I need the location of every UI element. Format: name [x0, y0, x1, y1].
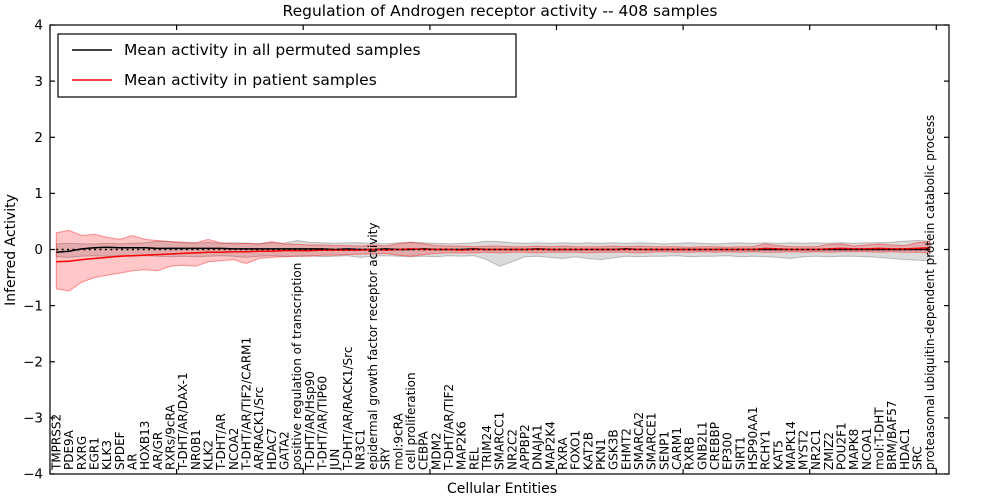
- x-category-label: AR/RACK1/Src: [252, 387, 266, 470]
- x-category-label: AR/GR: [151, 432, 165, 470]
- x-category-label: AR: [126, 453, 140, 470]
- x-category-label: mol:9cRA: [391, 413, 405, 470]
- y-tick-label: −2: [23, 354, 43, 370]
- x-category-label: KLK2: [202, 440, 216, 470]
- x-category-label: GSK3B: [607, 429, 621, 470]
- x-category-label: RXRs/9cRA: [164, 404, 178, 470]
- x-category-label: T-DHT/AR/Hsp90: [303, 371, 317, 471]
- x-category-label: proteasomal ubiquitin-dependent protein …: [923, 115, 937, 470]
- x-category-label: T-DHT/AR: [214, 413, 228, 471]
- x-category-label: MAPK8: [847, 429, 861, 470]
- x-category-label: NR2C1: [809, 429, 823, 470]
- patient-mean-line: [56, 247, 931, 263]
- x-category-label: GNB2L1: [695, 422, 709, 470]
- x-category-label: RXRB: [683, 437, 697, 470]
- x-category-label: MYST2: [797, 430, 811, 470]
- x-category-label: HSP90AA1: [746, 406, 760, 470]
- x-category-label: DNAJA1: [531, 424, 545, 470]
- x-category-label: HDAC7: [265, 428, 279, 470]
- x-category-label: SRY: [379, 447, 393, 470]
- x-category-label: BRM/BAF57: [885, 400, 899, 470]
- y-tick-label: 1: [34, 186, 43, 202]
- x-category-label: PDE9A: [62, 429, 76, 470]
- x-category-label: SMARCC1: [493, 412, 507, 470]
- x-category-label: KLK3: [100, 440, 114, 470]
- x-category-label: T-DHT/AR/DAX-1: [176, 372, 190, 471]
- x-category-label: NR3C1: [353, 429, 367, 470]
- legend-label-permuted: Mean activity in all permuted samples: [124, 41, 421, 59]
- x-category-label: RXRA: [556, 437, 570, 470]
- x-category-label: T-DHT/AR/TIF2/CARM1: [240, 337, 254, 471]
- x-category-label: KAT2B: [581, 432, 595, 470]
- x-category-label: GATA2: [277, 431, 291, 470]
- y-tick-label: −4: [23, 467, 43, 483]
- x-category-label: EGR1: [88, 437, 102, 470]
- x-category-label: CREBBP: [708, 422, 722, 470]
- x-category-label: T-DHT/AR/TIP60: [315, 376, 329, 471]
- x-category-label: TRIM24: [480, 425, 494, 471]
- x-category-label: MAPK14: [784, 421, 798, 470]
- legend-box: [57, 33, 517, 98]
- x-category-label: APPBP2: [518, 424, 532, 470]
- x-category-label: JUN: [328, 449, 342, 471]
- y-axis-label: Inferred Activity: [3, 194, 19, 306]
- y-tick-label: 2: [34, 130, 43, 146]
- x-category-label: SIRT1: [733, 436, 747, 470]
- y-tick-label: 0: [34, 242, 43, 258]
- x-category-label: T-DHT/AR/RACK1/Src: [341, 347, 355, 471]
- x-category-label: CEBPA: [417, 430, 431, 470]
- x-category-label: RXRG: [75, 436, 89, 470]
- x-category-label: SPDEF: [113, 431, 127, 470]
- x-category-label: TMPRSS2: [50, 414, 64, 471]
- x-category-label: SMARCE1: [645, 412, 659, 470]
- x-category-label: positive regulation of transcription: [290, 263, 304, 470]
- legend: Mean activity in all permuted samples Me…: [57, 33, 517, 98]
- x-category-label: HOXB13: [138, 421, 152, 470]
- y-tick-label: 3: [34, 74, 43, 90]
- x-category-label: EHMT2: [619, 428, 633, 470]
- x-category-label: FOXO1: [569, 430, 583, 470]
- patient-mean-polyline: [56, 247, 931, 263]
- x-category-label: PKN1: [594, 438, 608, 470]
- axis-ticks: [49, 24, 949, 475]
- x-category-label: NCOA1: [860, 428, 874, 470]
- x-category-label: cell proliferation: [404, 372, 418, 470]
- x-category-label: RCHY1: [759, 430, 773, 470]
- y-tick-label: −3: [23, 411, 43, 427]
- y-tick-label: 4: [34, 18, 43, 34]
- x-category-label: MDM2: [429, 432, 443, 470]
- x-category-label: POU2F1: [835, 422, 849, 470]
- x-category-label: HDAC1: [898, 428, 912, 470]
- x-category-label: NR0B1: [189, 429, 203, 470]
- y-tick-label: −1: [23, 298, 43, 314]
- x-axis-label: Cellular Entities: [447, 481, 557, 497]
- x-category-label: SRC: [911, 446, 925, 470]
- patient-band-series: [55, 229, 931, 292]
- x-category-label: MAP2K4: [543, 421, 557, 470]
- patient-confidence-band: [55, 229, 931, 292]
- x-category-label: T-DHT/AR/TIF2: [442, 384, 456, 471]
- x-category-label: SENP1: [657, 431, 671, 470]
- permuted-band-series: [55, 239, 931, 267]
- chart-title: Regulation of Androgen receptor activity…: [283, 2, 718, 20]
- x-category-label: REL: [467, 447, 481, 470]
- permuted-confidence-band: [55, 239, 931, 267]
- x-category-label: EP300: [721, 432, 735, 470]
- x-category-label: CARM1: [670, 427, 684, 470]
- x-category-label: NCOA2: [227, 428, 241, 470]
- x-category-label: MAP2K6: [455, 421, 469, 470]
- x-category-label: ZMIZ2: [822, 432, 836, 470]
- x-category-labels: TMPRSS2PDE9ARXRGEGR1KLK3SPDEFARHOXB13AR/…: [50, 115, 938, 471]
- x-category-label: NR2C2: [505, 429, 519, 470]
- x-category-label: epidermal growth factor receptor activit…: [366, 223, 380, 470]
- x-category-label: KAT5: [771, 440, 785, 470]
- y-tick-labels: 4 3 2 1 0 −1 −2 −3 −4: [23, 18, 43, 483]
- x-category-label: mol:T-DHT: [873, 407, 887, 470]
- x-category-label: SMARCA2: [632, 412, 646, 470]
- legend-label-patient: Mean activity in patient samples: [124, 71, 377, 89]
